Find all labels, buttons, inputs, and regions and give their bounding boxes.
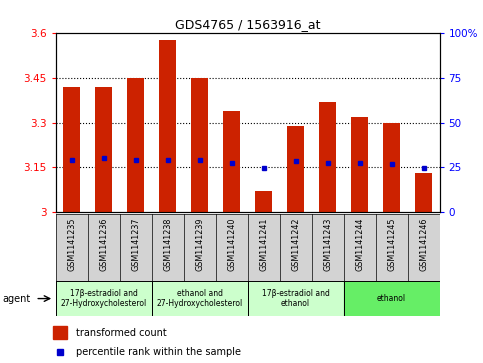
Text: GSM1141237: GSM1141237 bbox=[131, 217, 140, 271]
Text: GSM1141235: GSM1141235 bbox=[67, 217, 76, 271]
Text: 17β-estradiol and
27-Hydroxycholesterol: 17β-estradiol and 27-Hydroxycholesterol bbox=[60, 289, 147, 308]
Bar bbox=[127, 78, 144, 212]
Text: GSM1141242: GSM1141242 bbox=[291, 217, 300, 271]
Text: ethanol and
27-Hydroxycholesterol: ethanol and 27-Hydroxycholesterol bbox=[156, 289, 242, 308]
Bar bbox=[415, 174, 432, 212]
Bar bbox=[248, 281, 343, 316]
Text: agent: agent bbox=[2, 294, 30, 303]
Bar bbox=[152, 281, 248, 316]
Bar bbox=[56, 281, 152, 316]
Text: GSM1141239: GSM1141239 bbox=[195, 217, 204, 271]
Bar bbox=[53, 326, 68, 339]
Text: 17β-estradiol and
ethanol: 17β-estradiol and ethanol bbox=[262, 289, 329, 308]
Bar bbox=[95, 87, 113, 212]
Bar bbox=[191, 78, 208, 212]
Text: GSM1141243: GSM1141243 bbox=[323, 217, 332, 271]
Bar bbox=[383, 123, 400, 212]
Text: GSM1141238: GSM1141238 bbox=[163, 217, 172, 271]
Title: GDS4765 / 1563916_at: GDS4765 / 1563916_at bbox=[175, 19, 320, 32]
Text: GSM1141236: GSM1141236 bbox=[99, 217, 108, 271]
Bar bbox=[248, 214, 280, 281]
Bar bbox=[319, 102, 336, 212]
Bar bbox=[287, 126, 304, 212]
Bar bbox=[223, 111, 241, 212]
Text: transformed count: transformed count bbox=[76, 327, 167, 338]
Bar bbox=[120, 214, 152, 281]
Bar bbox=[343, 281, 440, 316]
Text: GSM1141246: GSM1141246 bbox=[419, 217, 428, 271]
Text: GSM1141245: GSM1141245 bbox=[387, 217, 396, 271]
Bar bbox=[56, 214, 87, 281]
Bar bbox=[255, 191, 272, 212]
Bar bbox=[184, 214, 215, 281]
Bar bbox=[215, 214, 248, 281]
Text: percentile rank within the sample: percentile rank within the sample bbox=[76, 347, 241, 357]
Bar bbox=[280, 214, 312, 281]
Bar bbox=[408, 214, 440, 281]
Bar bbox=[87, 214, 120, 281]
Bar bbox=[376, 214, 408, 281]
Bar bbox=[343, 214, 376, 281]
Bar bbox=[351, 117, 369, 212]
Bar bbox=[312, 214, 343, 281]
Text: GSM1141240: GSM1141240 bbox=[227, 217, 236, 271]
Bar bbox=[159, 40, 176, 212]
Bar bbox=[63, 87, 80, 212]
Text: GSM1141241: GSM1141241 bbox=[259, 217, 268, 271]
Bar bbox=[152, 214, 184, 281]
Text: GSM1141244: GSM1141244 bbox=[355, 217, 364, 271]
Text: ethanol: ethanol bbox=[377, 294, 406, 303]
